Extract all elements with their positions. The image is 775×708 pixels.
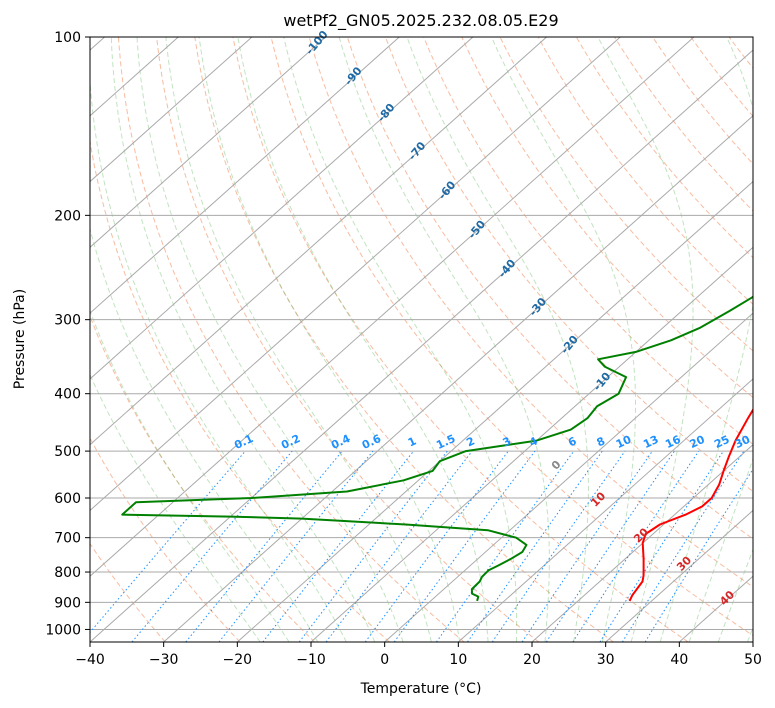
y-axis-label: Pressure (hPa) [12, 289, 28, 389]
moist-adiabat [717, 548, 753, 642]
moist-adiabat [237, 37, 489, 642]
isotherm-line [90, 37, 400, 314]
moist-adiabat [688, 457, 753, 642]
isotherm-line [90, 37, 474, 380]
y-tick-label: 600 [54, 491, 81, 507]
isotherm-line [384, 312, 753, 642]
isotherm-line [90, 49, 753, 642]
x-tick-label: 50 [744, 652, 762, 668]
x-tick-label: 0 [380, 652, 389, 668]
dry-adiabat [90, 314, 316, 642]
dry-adiabat [156, 37, 540, 642]
dry-adiabat [537, 37, 753, 305]
moist-adiabat [659, 37, 753, 642]
plot-frame [89, 36, 754, 643]
temperature-profile-line [628, 407, 753, 602]
mixing-ratio-line [185, 450, 343, 642]
mixing-ratio-line [572, 450, 700, 642]
isotherm-line [90, 37, 547, 446]
dry-adiabat [90, 437, 241, 642]
mixing-ratio-line [491, 450, 626, 642]
mixing-ratio-line [364, 450, 509, 642]
isotherm-line [531, 444, 753, 642]
y-tick-label: 800 [54, 565, 81, 581]
mixing-ratio-line [545, 450, 675, 642]
isotherm-line [90, 37, 621, 512]
x-tick-label: −10 [296, 652, 326, 668]
dry-adiabat [461, 37, 753, 399]
mixing-ratio-label: 25 [712, 433, 731, 451]
dry-adiabat [385, 37, 753, 492]
mixing-ratio-line [621, 450, 745, 642]
mixing-ratio-label: 10 [614, 433, 634, 451]
isotherm-line [90, 37, 326, 249]
isotherm-line [237, 180, 753, 642]
mixing-ratio-label: 20 [688, 433, 708, 451]
moist-adiabat [90, 309, 290, 642]
isotherm-line [310, 246, 753, 642]
moist-adiabat [406, 37, 589, 642]
y-tick-label: 300 [54, 313, 81, 329]
moist-adiabat [198, 37, 461, 642]
dry-adiabat [90, 138, 390, 642]
mixing-ratio-line [218, 450, 374, 642]
mixing-ratio-label: 16 [663, 433, 683, 451]
isotherm-line [163, 115, 753, 642]
dry-adiabat [117, 37, 465, 642]
isotherm-line [605, 509, 753, 642]
moist-adiabat [136, 37, 404, 642]
mixing-ratio-line [599, 450, 724, 642]
x-tick-label: −20 [223, 652, 253, 668]
y-tick-label: 400 [54, 387, 81, 403]
x-tick-label: 30 [597, 652, 615, 668]
mixing-ratio-label: 30 [733, 433, 753, 451]
mixing-ratio-label: 13 [641, 433, 660, 451]
y-tick-label: 900 [54, 595, 81, 611]
x-tick-label: 40 [670, 652, 688, 668]
mixing-ratio-line [467, 450, 603, 642]
moist-adiabat [283, 37, 518, 642]
mixing-ratio-line [393, 450, 536, 642]
moist-adiabat [90, 74, 347, 642]
x-tick-label: −40 [75, 652, 105, 668]
isotherm-line [90, 37, 253, 183]
moist-adiabat [90, 373, 261, 642]
moist-adiabat [597, 37, 694, 642]
x-tick-label: 10 [449, 652, 467, 668]
dry-adiabat [194, 37, 614, 642]
mixing-ratio-line [131, 450, 293, 642]
moist-adiabat [90, 227, 319, 642]
dry-adiabat [346, 37, 753, 540]
x-tick-label: −30 [149, 652, 179, 668]
moist-adiabat [110, 37, 376, 642]
chart-title: wetPf2_GN05.2025.232.08.05.E29 [283, 11, 558, 31]
x-tick-label: 20 [523, 652, 541, 668]
dewpoint-profile-line [121, 295, 753, 602]
isotherm-line [458, 378, 753, 642]
y-tick-label: 100 [54, 30, 81, 46]
moist-adiabat [165, 37, 432, 642]
moist-adiabat [338, 37, 550, 642]
dry-adiabat [308, 37, 753, 588]
y-tick-label: 1000 [45, 622, 81, 638]
isotherm-line [90, 37, 695, 577]
mixing-ratio-line [521, 450, 653, 642]
moist-adiabat [491, 37, 636, 642]
x-axis-label: Temperature (°C) [360, 681, 482, 697]
mixing-ratio-line [325, 450, 473, 642]
y-tick-label: 500 [54, 444, 81, 460]
mixing-ratio-line [435, 450, 575, 642]
y-tick-label: 700 [54, 531, 81, 547]
y-tick-label: 200 [54, 208, 81, 224]
